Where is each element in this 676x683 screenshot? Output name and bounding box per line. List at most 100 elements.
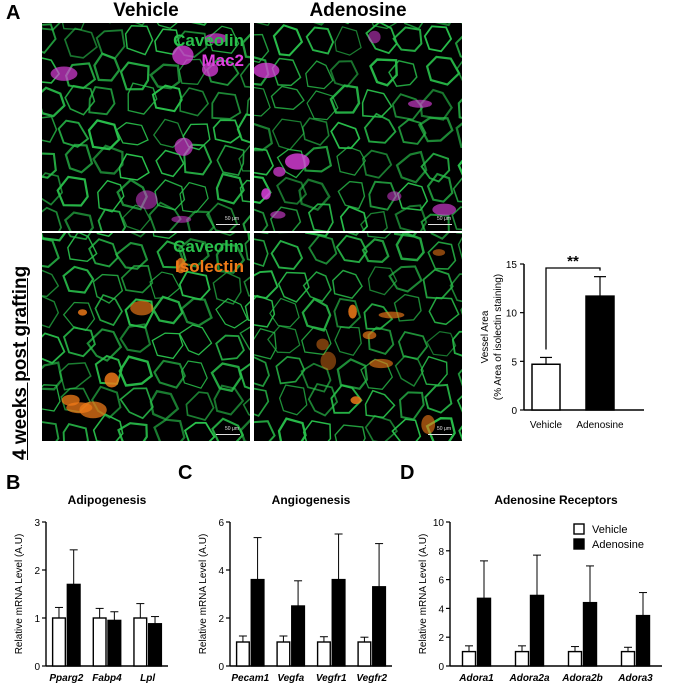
bar-adenosine [585, 295, 615, 411]
bar-pecam1-adenosine [250, 578, 265, 667]
isolectin-signal [316, 249, 446, 434]
bar-adora2a-adenosine [529, 594, 545, 667]
bar-pparg2-vehicle [51, 617, 67, 667]
x-tick-label: Vehicle [530, 420, 563, 431]
y-axis-label: Relative mRNA Level (A.U) [418, 534, 429, 655]
bar-adora1-adenosine [476, 597, 492, 667]
mac2-signal [50, 33, 228, 223]
x-tick-label: Fabp4 [92, 673, 122, 683]
y-tick-label: 4 [438, 604, 444, 615]
y-axis-label: Relative mRNA Level (A.U) [198, 534, 209, 655]
legend-label-vehicle: Vehicle [592, 524, 627, 536]
chart-title: Adipogenesis [68, 493, 147, 507]
x-tick-label: Pparg2 [49, 673, 83, 683]
x-tick-label: Adora1 [458, 673, 494, 683]
scale-bar-label: 50 μm [225, 426, 239, 432]
x-tick-label: Vegfr2 [356, 673, 387, 683]
x-tick-label: Vegfr1 [316, 673, 347, 683]
y-tick-label: 4 [218, 566, 224, 577]
y-tick-label: 10 [433, 518, 445, 529]
chart-adenosine-receptors: Adenosine Receptors 0 2 4 6 8 10 Relative mRNA … [418, 493, 662, 683]
isolectin-signal [61, 257, 186, 419]
bar-pparg2-adenosine [66, 583, 81, 667]
stain-label-caveolin: Caveolin [173, 31, 244, 50]
bar-adora2b-vehicle [567, 650, 583, 667]
x-tick-label: Adora2a [508, 673, 549, 683]
y-tick-label: 3 [34, 518, 40, 529]
side-label-timepoint: 4 weeks post grafting [10, 265, 31, 460]
legend-label-adenosine: Adenosine [592, 539, 644, 551]
chart-adipogenesis: Adipogenesis 0 1 2 3 Relative mRNA Level (A.U… [14, 493, 168, 683]
y-tick-label: 0 [34, 662, 40, 673]
column-header-vehicle: Vehicle [113, 0, 179, 21]
x-tick-label: Lpl [140, 673, 155, 683]
bar-adora2b-adenosine [582, 601, 598, 667]
stain-label-caveolin: Caveolin [173, 237, 244, 256]
bar-vehicle [531, 363, 561, 411]
cell-membranes [42, 233, 250, 441]
scale-bar [216, 434, 240, 435]
scale-bar-label: 50 μm [437, 426, 451, 432]
panel-label-c: C [178, 462, 193, 484]
micrograph-vehicle-isolectin: Caveolin Isolectin 50 μm [42, 233, 250, 441]
bar-vegfr2-vehicle [357, 641, 372, 667]
micrograph-adenosine-mac2: 50 μm [254, 23, 462, 231]
bar-fabp4-vehicle [92, 617, 107, 667]
bar-vegfr2-adenosine [372, 586, 387, 667]
legend-swatch-vehicle [573, 523, 585, 535]
scale-bar [428, 434, 452, 435]
stain-label-isolectin: Isolectin [175, 257, 244, 276]
y-tick-label: 0 [218, 662, 224, 673]
significance-bracket [545, 267, 601, 350]
chart-title: Angiogenesis [272, 493, 351, 507]
y-tick-label: 0 [511, 406, 517, 417]
scale-bar-label: 50 μm [437, 216, 451, 222]
y-tick-label: 1 [34, 614, 40, 625]
y-axis-label: Relative mRNA Level (A.U) [14, 534, 25, 655]
y-tick-label: 2 [438, 633, 444, 644]
y-tick-label: 6 [438, 576, 444, 587]
mac2-signal [254, 30, 456, 219]
bar-vegfa-vehicle [276, 641, 291, 667]
chart-title: Adenosine Receptors [494, 493, 618, 507]
bar-adora1-vehicle [461, 650, 477, 667]
y-tick-label: 0 [438, 662, 444, 673]
legend-swatch-adenosine [573, 538, 585, 550]
y-tick-label: 15 [506, 260, 518, 271]
y-tick-label: 8 [438, 547, 444, 558]
significance-label: ** [567, 253, 579, 270]
bar-fabp4-adenosine [107, 619, 122, 667]
scale-bar [216, 224, 240, 225]
y-tick-label: 10 [506, 309, 518, 320]
y-axis-label: Vessel Area (% Area of isolectin staining… [480, 274, 504, 400]
x-tick-label: Adenosine [576, 420, 624, 431]
y-tick-label: 5 [511, 357, 517, 368]
bar-adora3-adenosine [635, 614, 651, 667]
bar-adora2a-vehicle [514, 650, 530, 667]
x-tick-label: Adora3 [617, 673, 653, 683]
bar-vegfr1-vehicle [316, 641, 331, 667]
cell-membranes [42, 23, 250, 231]
panel-label-d: D [400, 462, 415, 484]
panel-label-b: B [6, 472, 21, 494]
bar-vegfa-adenosine [291, 605, 306, 667]
column-header-adenosine: Adenosine [309, 0, 407, 21]
scale-bar-label: 50 μm [225, 216, 239, 222]
micrograph-adenosine-isolectin: 50 μm [254, 233, 462, 441]
chart-angiogenesis: Angiogenesis 0 2 4 6 Relative mRNA Level (A.U… [198, 493, 392, 683]
y-tick-label: 2 [218, 614, 224, 625]
x-tick-label: Pecam1 [231, 673, 269, 683]
bar-lpl-adenosine [147, 623, 163, 667]
y-tick-label: 6 [218, 518, 224, 529]
bar-vegfr1-adenosine [331, 578, 346, 667]
cell-membranes [254, 23, 462, 231]
bar-lpl-vehicle [133, 617, 148, 667]
micrograph-vehicle-mac2: Caveolin Mac2 50 μm [42, 23, 250, 231]
panel-label-a: A [6, 2, 21, 24]
stain-label-mac2: Mac2 [201, 51, 244, 70]
bar-adora3-vehicle [620, 650, 636, 667]
scale-bar [428, 224, 452, 225]
cell-membranes [254, 233, 462, 441]
x-tick-label: Vegfa [277, 673, 304, 683]
